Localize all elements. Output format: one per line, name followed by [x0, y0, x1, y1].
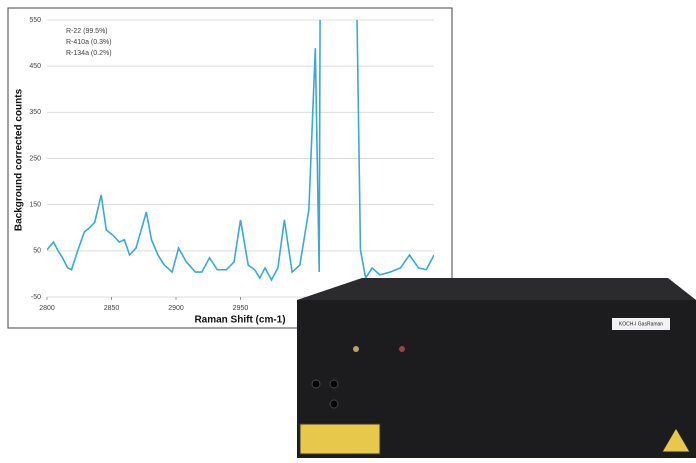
- annotation: R-22 (99.5%): [66, 28, 108, 35]
- y-axis-label: Background corrected counts: [14, 88, 25, 231]
- y-tick-label: 550: [29, 17, 41, 24]
- instrument-photo: KOCH-I GasRaman: [297, 278, 696, 458]
- indicator: [399, 346, 405, 352]
- x-axis-label: Raman Shift (cm-1): [194, 315, 285, 326]
- connector: [329, 399, 339, 409]
- laser-warning-icon: [661, 427, 691, 453]
- annotation: R-134a (0.2%): [66, 50, 112, 57]
- y-tick-label: 350: [29, 109, 41, 116]
- device-top: [297, 278, 696, 300]
- device-label-plate: [612, 318, 670, 330]
- y-tick-label: 450: [29, 63, 41, 70]
- x-tick-label: 2900: [168, 305, 184, 312]
- connector: [311, 379, 321, 389]
- y-tick-label: 50: [33, 248, 41, 255]
- x-tick-label: 2800: [39, 305, 55, 312]
- y-tick-label: 150: [29, 202, 41, 209]
- y-tick-label: 250: [29, 155, 41, 162]
- line-series: [47, 20, 434, 282]
- annotation: R-410a (0.3%): [66, 39, 112, 46]
- chart-frame: [7, 7, 453, 329]
- connector: [329, 379, 339, 389]
- indicator: [353, 346, 359, 352]
- x-tick-label: 2850: [104, 305, 120, 312]
- y-tick-label: -50: [31, 294, 41, 301]
- device-label: KOCH-I GasRaman: [619, 321, 663, 327]
- laser-warning-label: [299, 423, 381, 455]
- x-tick-label: 2950: [233, 305, 249, 312]
